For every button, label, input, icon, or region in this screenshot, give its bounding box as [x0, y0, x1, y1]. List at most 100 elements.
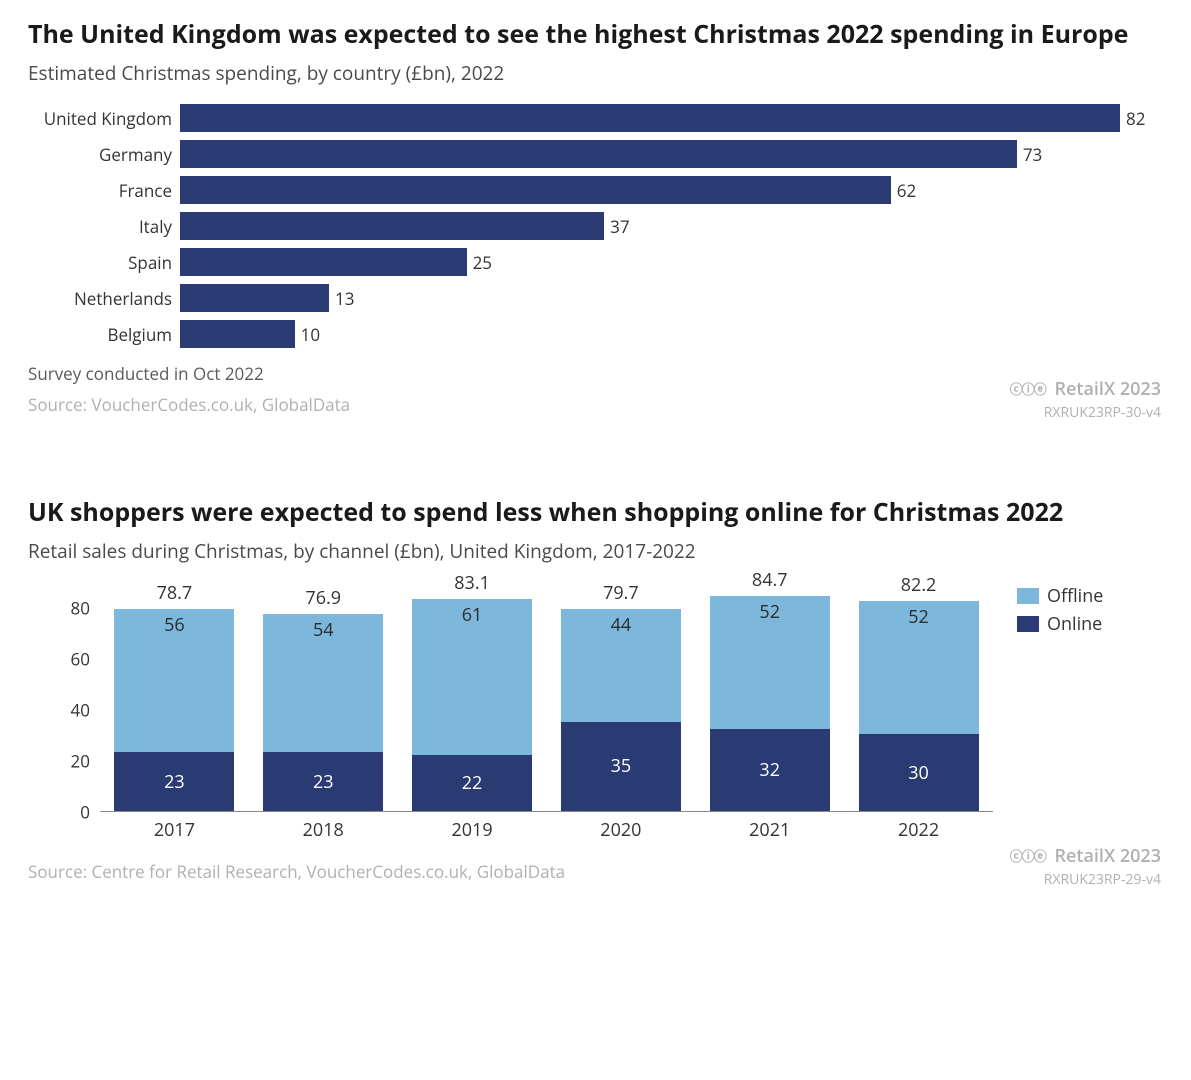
bar-segment-offline: 44: [561, 609, 681, 721]
hbar-track: 13: [180, 284, 1163, 312]
bar-segment-online: 30: [859, 734, 979, 811]
hbar-label: France: [28, 179, 180, 202]
chart-2-bars: 78.7562376.9542383.1612279.7443584.75232…: [100, 582, 993, 811]
hbar-row: United Kingdom 82: [28, 100, 1163, 136]
hbar-row: Spain 25: [28, 244, 1163, 280]
bar-total-label: 84.7: [710, 568, 830, 592]
attribution-code: RXRUK23RP-29-v4: [1010, 870, 1161, 889]
attribution-code: RXRUK23RP-30-v4: [1010, 403, 1161, 422]
hbar-value: 37: [610, 215, 629, 238]
hbar: [180, 140, 1017, 168]
bar-column: 82.25230: [859, 601, 979, 811]
y-tick: 0: [80, 801, 90, 824]
attribution-brand: ⓒⓘⓔ RetailX 2023: [1010, 844, 1161, 868]
cc-icon: ⓒⓘⓔ: [1010, 380, 1046, 398]
spacer: [28, 416, 1163, 496]
legend-swatch-online: [1017, 616, 1039, 632]
chart-2-plot: 78.7562376.9542383.1612279.7443584.75232…: [100, 582, 993, 812]
chart-1-note: Survey conducted in Oct 2022: [28, 362, 1163, 385]
bar-column: 83.16122: [412, 599, 532, 811]
x-tick-label: 2022: [859, 818, 979, 842]
hbar-value: 25: [473, 251, 492, 274]
hbar-row: Belgium 10: [28, 316, 1163, 352]
legend-item-online: Online: [1017, 612, 1163, 636]
chart-1-subtitle: Estimated Christmas spending, by country…: [28, 60, 1163, 86]
legend-swatch-offline: [1017, 588, 1039, 604]
bar-column: 76.95423: [263, 614, 383, 811]
bar-segment-offline: 54: [263, 614, 383, 752]
chart-2-subtitle: Retail sales during Christmas, by channe…: [28, 538, 1163, 564]
hbar-row: Germany 73: [28, 136, 1163, 172]
hbar-track: 10: [180, 320, 1163, 348]
hbar-track: 25: [180, 248, 1163, 276]
chart-1: The United Kingdom was expected to see t…: [28, 18, 1163, 416]
chart-1-source: Source: VoucherCodes.co.uk, GlobalData: [28, 393, 1163, 416]
x-tick-label: 2019: [412, 818, 532, 842]
chart-1-plot: United Kingdom 82 Germany 73 France 62 I…: [28, 100, 1163, 352]
bar-segment-offline: 52: [859, 601, 979, 734]
chart-2-source: Source: Centre for Retail Research, Vouc…: [28, 860, 1163, 883]
hbar-track: 37: [180, 212, 1163, 240]
chart-1-title: The United Kingdom was expected to see t…: [28, 18, 1163, 50]
hbar-value: 13: [335, 287, 354, 310]
y-tick: 60: [71, 647, 90, 670]
hbar-label: Germany: [28, 143, 180, 166]
chart-2: UK shoppers were expected to spend less …: [28, 496, 1163, 883]
bar-segment-offline: 56: [114, 609, 234, 752]
hbar-row: France 62: [28, 172, 1163, 208]
bar-total-label: 78.7: [114, 581, 234, 605]
hbar-track: 73: [180, 140, 1163, 168]
hbar-label: Spain: [28, 251, 180, 274]
hbar-label: Belgium: [28, 323, 180, 346]
hbar-label: Netherlands: [28, 287, 180, 310]
cc-icon: ⓒⓘⓔ: [1010, 847, 1046, 865]
hbar-track: 82: [180, 104, 1163, 132]
bar-column: 84.75232: [710, 596, 830, 811]
y-tick: 20: [71, 749, 90, 772]
chart-2-plot-wrap: 020406080 78.7562376.9542383.1612279.744…: [28, 582, 1163, 812]
bar-total-label: 82.2: [859, 573, 979, 597]
hbar-value: 73: [1023, 143, 1042, 166]
legend-label-online: Online: [1047, 612, 1102, 636]
x-tick-label: 2018: [263, 818, 383, 842]
x-tick-label: 2021: [710, 818, 830, 842]
bar-segment-online: 32: [710, 729, 830, 811]
hbar: [180, 284, 329, 312]
bar-segment-online: 22: [412, 755, 532, 811]
legend-label-offline: Offline: [1047, 584, 1103, 608]
chart-2-attribution: ⓒⓘⓔ RetailX 2023 RXRUK23RP-29-v4: [1010, 844, 1161, 889]
hbar-row: Netherlands 13: [28, 280, 1163, 316]
chart-2-title: UK shoppers were expected to spend less …: [28, 496, 1163, 528]
hbar-label: Italy: [28, 215, 180, 238]
bar-segment-offline: 61: [412, 599, 532, 755]
attribution-brand-text: RetailX 2023: [1054, 844, 1161, 868]
hbar: [180, 248, 467, 276]
hbar: [180, 212, 604, 240]
x-axis-labels: 2017 2018 2019 2020 2021 2022: [100, 818, 993, 842]
attribution-brand-text: RetailX 2023: [1054, 377, 1161, 401]
bar-segment-online: 23: [263, 752, 383, 811]
bar-segment-online: 23: [114, 752, 234, 811]
hbar-label: United Kingdom: [28, 107, 180, 130]
hbar: [180, 176, 891, 204]
legend-item-offline: Offline: [1017, 584, 1163, 608]
y-tick: 80: [71, 596, 90, 619]
attribution-brand: ⓒⓘⓔ RetailX 2023: [1010, 377, 1161, 401]
hbar-row: Italy 37: [28, 208, 1163, 244]
bar-column: 78.75623: [114, 609, 234, 811]
chart-2-legend: Offline Online: [993, 582, 1163, 812]
hbar: [180, 104, 1120, 132]
hbar-value: 62: [897, 179, 916, 202]
hbar-value: 10: [301, 323, 320, 346]
hbar-track: 62: [180, 176, 1163, 204]
bar-total-label: 83.1: [412, 571, 532, 595]
x-tick-label: 2020: [561, 818, 681, 842]
chart-1-attribution: ⓒⓘⓔ RetailX 2023 RXRUK23RP-30-v4: [1010, 377, 1161, 422]
bar-segment-offline: 52: [710, 596, 830, 729]
x-tick-label: 2017: [114, 818, 234, 842]
y-tick: 40: [71, 698, 90, 721]
bar-total-label: 76.9: [263, 586, 383, 610]
bar-segment-online: 35: [561, 722, 681, 811]
hbar: [180, 320, 295, 348]
bar-column: 79.74435: [561, 609, 681, 811]
